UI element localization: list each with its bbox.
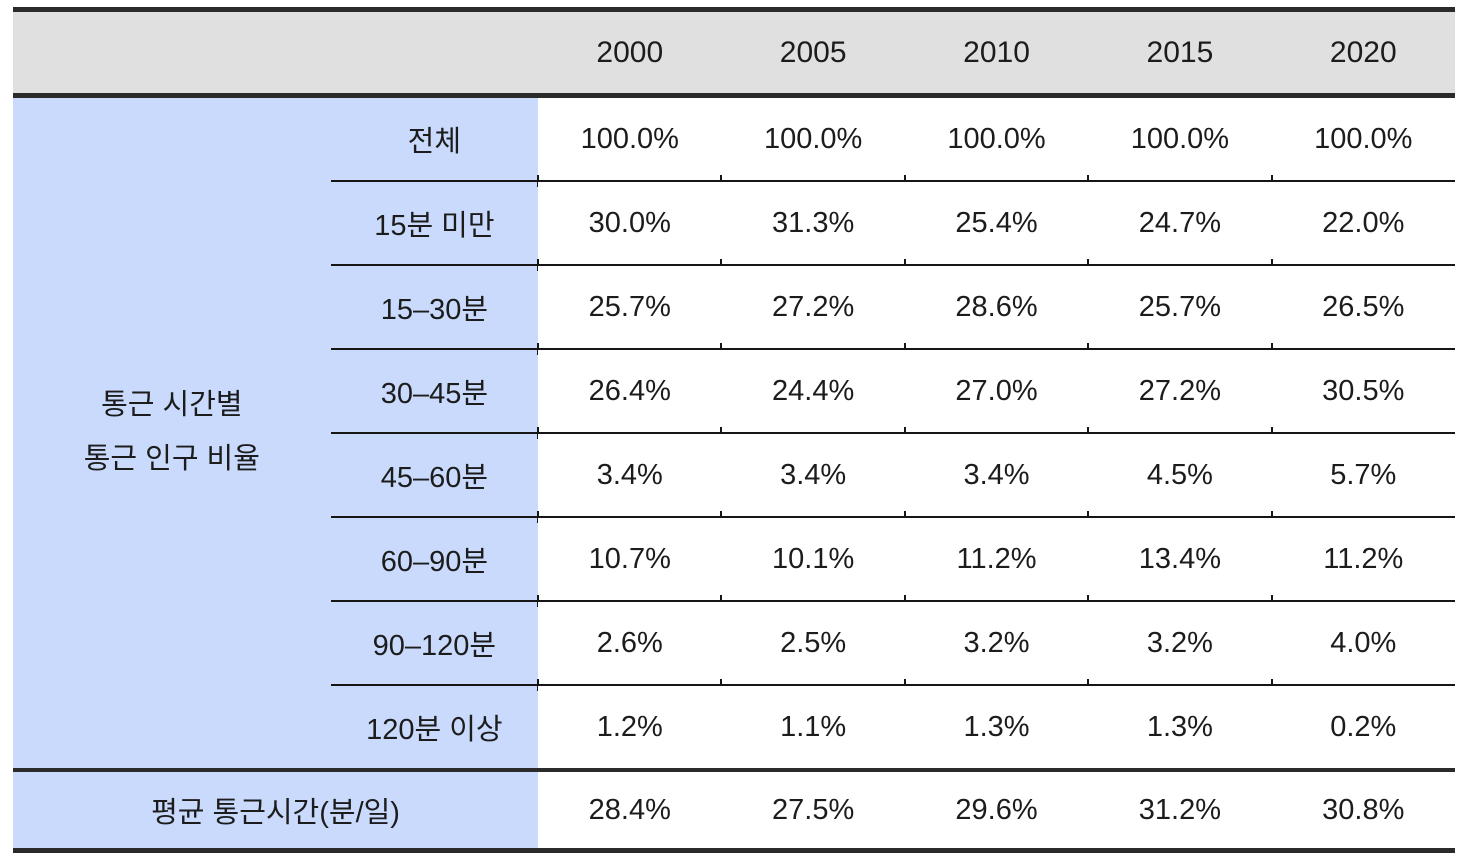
data-cell: 0.2% [1271,685,1455,770]
data-cell: 1.3% [1088,685,1272,770]
data-cell: 3.2% [1087,601,1272,690]
year-header-2005: 2005 [721,9,905,98]
row-label: 60–90분 [330,517,539,602]
data-cell: 11.2% [903,517,1089,606]
table-row: 15–30분 25.7% 27.2% 28.6% 25.7% 26.5% [13,265,1455,354]
data-cell: 22.0% [1270,181,1455,270]
year-header-2020: 2020 [1271,9,1455,98]
header-row: 2000 2005 2010 2015 2020 [13,9,1455,98]
data-cell: 24.4% [720,349,905,438]
table-row: 30–45분 26.4% 24.4% 27.0% 27.2% 30.5% [13,349,1455,438]
data-cell: 31.2% [1088,768,1272,851]
row-group-label: 통근 시간별 통근 인구 비율 [13,95,331,770]
data-cell: 25.7% [1087,265,1272,354]
data-cell: 27.2% [1087,349,1272,438]
data-cell: 11.2% [1270,517,1455,606]
data-cell: 27.5% [721,768,905,851]
year-header-2015: 2015 [1088,9,1272,98]
row-label: 15–30분 [330,265,539,350]
table-row: 120분 이상 1.2% 1.1% 1.3% 1.3% 0.2% [13,685,1455,770]
year-header-2000: 2000 [538,9,722,98]
data-cell: 26.5% [1270,265,1455,354]
data-cell: 4.5% [1087,433,1272,522]
data-cell: 29.6% [904,768,1089,851]
data-cell: 100.0% [720,95,905,184]
data-cell: 1.3% [904,685,1089,770]
data-cell: 2.5% [720,601,905,690]
data-cell: 25.7% [537,265,722,354]
table-row: 90–120분 2.6% 2.5% 3.2% 3.2% 4.0% [13,601,1455,690]
data-cell: 24.7% [1087,181,1272,270]
table-row: 60–90분 10.7% 10.1% 11.2% 13.4% 11.2% [13,517,1455,606]
row-label: 90–120분 [330,601,539,686]
data-cell: 30.8% [1271,768,1455,851]
data-cell: 5.7% [1270,433,1455,522]
data-cell: 28.6% [903,265,1089,354]
data-cell: 13.4% [1087,517,1272,606]
data-cell: 27.2% [720,265,905,354]
row-label: 120분 이상 [330,685,539,770]
data-cell: 3.4% [903,433,1089,522]
data-cell: 3.4% [537,433,722,522]
row-label: 전체 [330,95,539,182]
row-group-label-line1: 통근 시간별 [101,389,243,422]
data-cell: 30.0% [537,181,722,270]
data-cell: 25.4% [903,181,1089,270]
year-header-2010: 2010 [904,9,1089,98]
data-cell: 100.0% [903,95,1089,184]
commute-table-figure: 2000 2005 2010 2015 2020 통근 시간별 통근 인구 비율… [13,7,1455,853]
row-label: 15분 미만 [330,181,539,266]
data-cell: 30.5% [1270,349,1455,438]
row-group-label-line2: 통근 인구 비율 [83,443,260,475]
data-cell: 1.1% [721,685,905,770]
data-cell: 26.4% [537,349,722,438]
commute-time-table: 2000 2005 2010 2015 2020 통근 시간별 통근 인구 비율… [13,7,1455,853]
data-cell: 100.0% [1087,95,1272,184]
data-cell: 10.1% [720,517,905,606]
header-empty-cell [13,9,539,98]
data-cell: 3.4% [720,433,905,522]
average-row: 평균 통근시간(분/일) 28.4% 27.5% 29.6% 31.2% 30.… [13,768,1455,851]
data-cell: 28.4% [538,768,722,851]
data-cell: 3.2% [903,601,1089,690]
data-cell: 100.0% [537,95,722,184]
data-cell: 27.0% [903,349,1089,438]
data-cell: 10.7% [537,517,722,606]
table-row: 통근 시간별 통근 인구 비율 전체 100.0% 100.0% 100.0% … [13,95,1455,770]
data-cell: 4.0% [1270,601,1455,690]
data-cell: 100.0% [1270,95,1455,184]
table-row: 45–60분 3.4% 3.4% 3.4% 4.5% 5.7% [13,433,1455,522]
average-row-label: 평균 통근시간(분/일) [13,768,539,851]
data-cell: 2.6% [537,601,722,690]
data-cell: 31.3% [720,181,905,270]
data-cell: 1.2% [538,685,722,770]
row-label: 45–60분 [330,433,539,518]
table-row: 15분 미만 30.0% 31.3% 25.4% 24.7% 22.0% [13,181,1455,270]
row-label: 30–45분 [330,349,539,434]
